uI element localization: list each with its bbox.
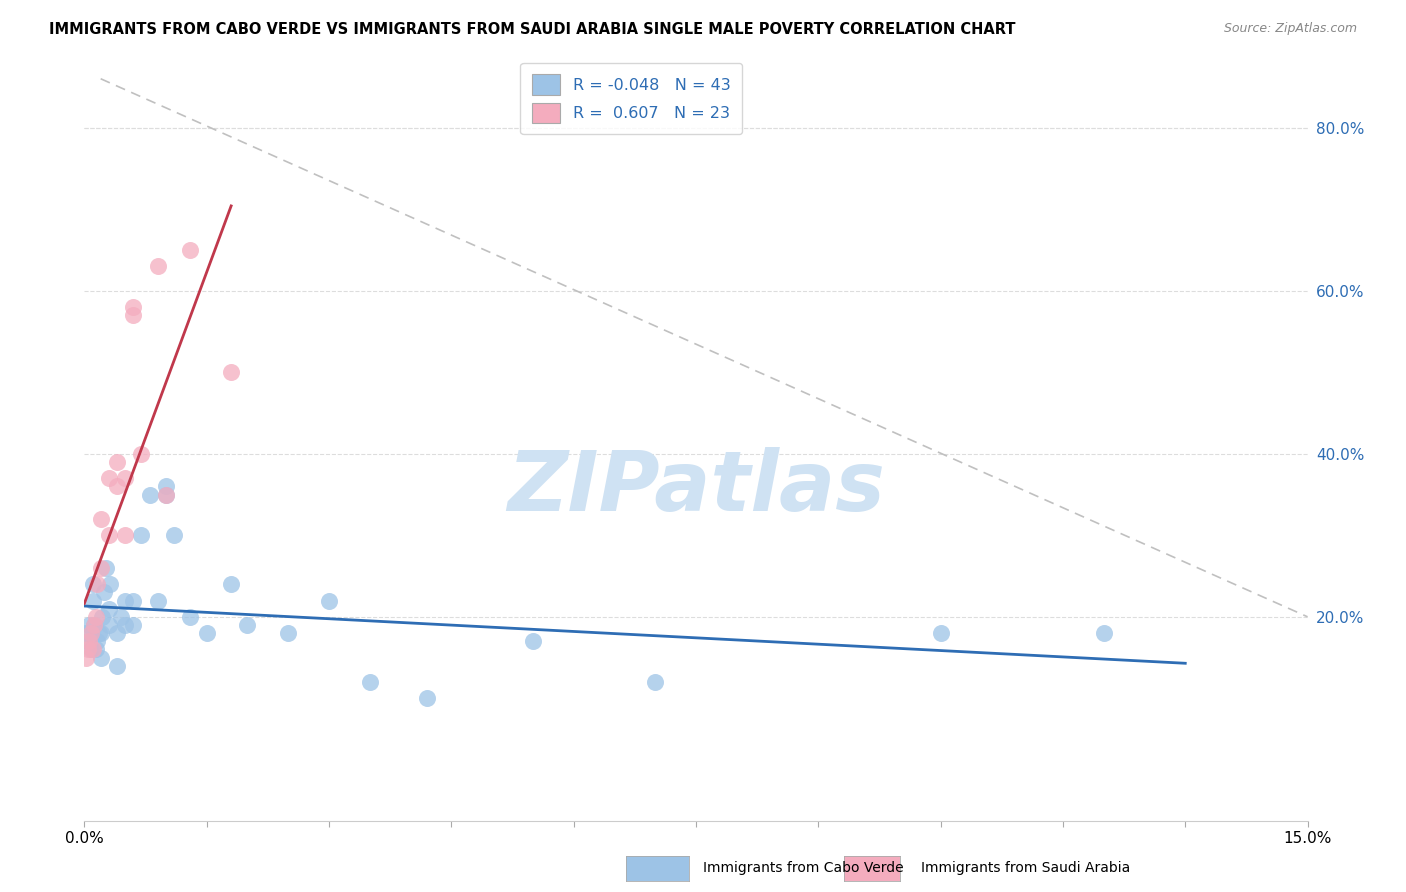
Point: [105, 658, 128, 673]
Point: [318, 593, 340, 607]
Point: [90, 626, 112, 640]
Point: [163, 528, 186, 542]
Text: Immigrants from Saudi Arabia: Immigrants from Saudi Arabia: [921, 861, 1130, 875]
Point: [76, 642, 98, 657]
Point: [93, 585, 115, 599]
Point: [122, 300, 145, 314]
Point: [75, 650, 97, 665]
Text: Source: ZipAtlas.com: Source: ZipAtlas.com: [1223, 22, 1357, 36]
Point: [155, 487, 177, 501]
Point: [84, 610, 107, 624]
Point: [110, 610, 132, 624]
Point: [146, 259, 169, 273]
Point: [97, 601, 120, 615]
Legend: R = -0.048   N = 43, R =  0.607   N = 23: R = -0.048 N = 43, R = 0.607 N = 23: [520, 62, 742, 134]
Point: [84, 642, 107, 657]
Point: [114, 618, 136, 632]
Point: [97, 618, 120, 632]
Point: [90, 561, 112, 575]
Point: [138, 487, 160, 501]
Point: [90, 512, 112, 526]
Point: [82, 642, 104, 657]
Point: [195, 626, 218, 640]
Point: [97, 471, 120, 485]
Point: [91, 610, 114, 624]
Point: [75, 626, 97, 640]
Point: [155, 487, 177, 501]
Point: [522, 634, 544, 648]
Point: [100, 577, 122, 591]
Point: [114, 528, 136, 542]
Point: [644, 675, 666, 690]
Point: [86, 634, 108, 648]
Text: ZIPatlas: ZIPatlas: [508, 447, 884, 527]
Point: [77, 634, 100, 648]
Point: [83, 618, 105, 632]
Point: [929, 626, 952, 640]
Point: [97, 528, 120, 542]
Point: [80, 642, 103, 657]
Point: [122, 308, 145, 322]
Point: [179, 243, 201, 257]
Point: [114, 471, 136, 485]
Point: [131, 528, 153, 542]
Point: [83, 618, 105, 632]
Point: [146, 593, 169, 607]
Text: Immigrants from Cabo Verde: Immigrants from Cabo Verde: [703, 861, 904, 875]
Point: [77, 618, 100, 632]
Point: [105, 455, 128, 469]
Point: [359, 675, 381, 690]
Point: [131, 447, 153, 461]
Point: [219, 365, 242, 379]
Point: [122, 593, 145, 607]
Point: [105, 626, 128, 640]
Text: IMMIGRANTS FROM CABO VERDE VS IMMIGRANTS FROM SAUDI ARABIA SINGLE MALE POVERTY C: IMMIGRANTS FROM CABO VERDE VS IMMIGRANTS…: [49, 22, 1015, 37]
Point: [114, 593, 136, 607]
Point: [82, 577, 104, 591]
Point: [1092, 626, 1115, 640]
Point: [86, 577, 108, 591]
Point: [122, 618, 145, 632]
Point: [105, 479, 128, 493]
Point: [80, 626, 103, 640]
Point: [76, 634, 98, 648]
Point: [416, 691, 439, 706]
Point: [236, 618, 259, 632]
Point: [90, 650, 112, 665]
Point: [179, 610, 201, 624]
Point: [87, 626, 110, 640]
Point: [219, 577, 242, 591]
Point: [155, 479, 177, 493]
Point: [82, 593, 104, 607]
Point: [94, 561, 117, 575]
Point: [277, 626, 299, 640]
